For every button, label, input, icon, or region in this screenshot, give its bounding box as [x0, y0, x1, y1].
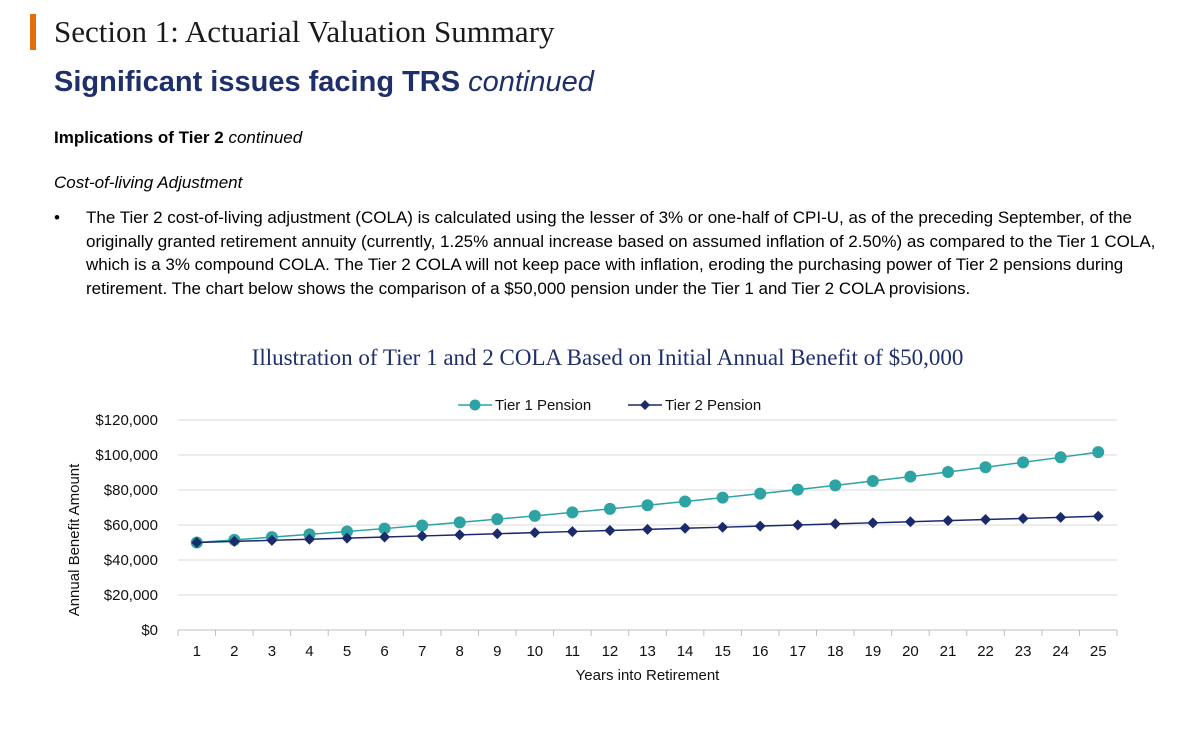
- data-point-tier2: [754, 520, 766, 532]
- data-point-tier1: [829, 479, 842, 492]
- legend-marker-diamond: [640, 400, 650, 410]
- data-point-tier2: [1017, 512, 1029, 524]
- data-point-tier2: [792, 519, 804, 531]
- page-title: Significant issues facing TRS continued: [54, 66, 594, 99]
- data-point-tier1: [1017, 456, 1030, 469]
- data-point-tier2: [303, 533, 315, 545]
- data-point-tier1: [1054, 451, 1067, 464]
- x-tick-label: 5: [343, 643, 351, 660]
- data-point-tier1: [791, 483, 804, 496]
- data-point-tier1: [453, 516, 466, 529]
- x-tick-label: 18: [827, 643, 844, 660]
- data-point-tier2: [980, 514, 992, 526]
- data-point-tier1: [341, 525, 354, 538]
- data-point-tier2: [454, 529, 466, 541]
- data-point-tier1: [679, 495, 692, 508]
- section-header: Section 1: Actuarial Valuation Summary: [30, 12, 555, 52]
- x-tick-label: 13: [639, 643, 656, 660]
- y-tick-label: $40,000: [104, 552, 158, 569]
- legend-label: Tier 1 Pension: [495, 397, 591, 414]
- data-point-tier1: [716, 491, 729, 504]
- x-tick-label: 23: [1015, 643, 1032, 660]
- data-point-tier2: [416, 530, 428, 542]
- data-point-tier2: [679, 522, 691, 534]
- data-point-tier1: [378, 522, 391, 535]
- page-title-main: Significant issues facing TRS: [54, 66, 461, 98]
- data-point-tier1: [491, 513, 504, 526]
- subheading-suffix: continued: [228, 128, 303, 147]
- chart-title: Illustration of Tier 1 and 2 COLA Based …: [251, 345, 964, 370]
- data-point-tier2: [1055, 511, 1067, 523]
- data-point-tier1: [641, 499, 654, 512]
- y-tick-label: $100,000: [95, 447, 158, 464]
- subheading-main: Implications of Tier 2: [54, 128, 224, 147]
- data-point-tier2: [717, 521, 729, 533]
- data-point-tier2: [1092, 510, 1104, 522]
- x-tick-label: 19: [865, 643, 882, 660]
- data-point-tier2: [266, 534, 278, 546]
- x-axis-label: Years into Retirement: [576, 667, 721, 684]
- data-point-tier2: [341, 532, 353, 544]
- data-point-tier2: [191, 537, 203, 548]
- data-point-tier1: [754, 487, 767, 500]
- data-point-tier2: [904, 516, 916, 528]
- x-tick-label: 2: [230, 643, 238, 660]
- data-point-tier1: [904, 470, 917, 483]
- x-tick-label: 11: [565, 643, 581, 660]
- data-point-tier2: [228, 535, 240, 547]
- x-tick-label: 1: [193, 643, 201, 660]
- x-tick-label: 22: [977, 643, 994, 660]
- subheading: Implications of Tier 2 continued: [54, 128, 302, 148]
- x-tick-label: 20: [902, 643, 919, 660]
- x-tick-label: 15: [714, 643, 731, 660]
- data-point-tier1: [603, 502, 616, 515]
- data-point-tier1: [979, 461, 992, 474]
- data-point-tier1: [866, 475, 879, 488]
- x-tick-label: 6: [380, 643, 388, 660]
- x-tick-label: 14: [677, 643, 694, 660]
- data-point-tier1: [941, 465, 954, 478]
- x-tick-label: 24: [1052, 643, 1069, 660]
- data-point-tier2: [379, 531, 391, 543]
- data-point-tier2: [566, 526, 578, 538]
- y-tick-label: $80,000: [104, 482, 158, 499]
- bullet-item: • The Tier 2 cost-of-living adjustment (…: [54, 206, 1164, 300]
- section-title: Section 1: Actuarial Valuation Summary: [54, 14, 555, 49]
- x-tick-label: 25: [1090, 643, 1107, 660]
- data-point-tier2: [867, 517, 879, 529]
- data-point-tier1: [566, 506, 579, 519]
- data-point-tier1: [416, 519, 429, 532]
- y-tick-label: $60,000: [104, 517, 158, 534]
- bullet-symbol: •: [54, 208, 60, 227]
- data-point-tier2: [942, 515, 954, 527]
- data-point-tier2: [829, 518, 841, 530]
- y-tick-label: $20,000: [104, 587, 158, 604]
- x-tick-label: 10: [526, 643, 543, 660]
- y-tick-label: $120,000: [95, 412, 158, 429]
- data-point-tier2: [642, 523, 653, 535]
- x-tick-label: 4: [305, 643, 313, 660]
- x-tick-label: 12: [602, 643, 619, 660]
- data-point-tier1: [528, 509, 541, 522]
- x-tick-label: 16: [752, 643, 769, 660]
- data-point-tier2: [491, 528, 503, 540]
- x-tick-label: 8: [456, 643, 464, 660]
- x-tick-label: 3: [268, 643, 276, 660]
- legend-marker-circle: [469, 399, 481, 411]
- y-tick-label: $0: [141, 622, 158, 639]
- x-tick-label: 21: [940, 643, 957, 660]
- legend-label: Tier 2 Pension: [665, 397, 761, 414]
- section-accent-bar: [30, 14, 36, 50]
- data-point-tier1: [1092, 446, 1105, 459]
- data-point-tier2: [529, 527, 541, 539]
- x-tick-label: 9: [493, 643, 501, 660]
- x-tick-label: 7: [418, 643, 426, 660]
- bullet-text: The Tier 2 cost-of-living adjustment (CO…: [86, 208, 1156, 298]
- page-title-suffix: continued: [468, 66, 594, 98]
- data-point-tier2: [604, 524, 616, 536]
- topic-heading: Cost-of-living Adjustment: [54, 173, 243, 192]
- y-axis-label: Annual Benefit Amount: [66, 463, 83, 616]
- x-tick-label: 17: [789, 643, 806, 660]
